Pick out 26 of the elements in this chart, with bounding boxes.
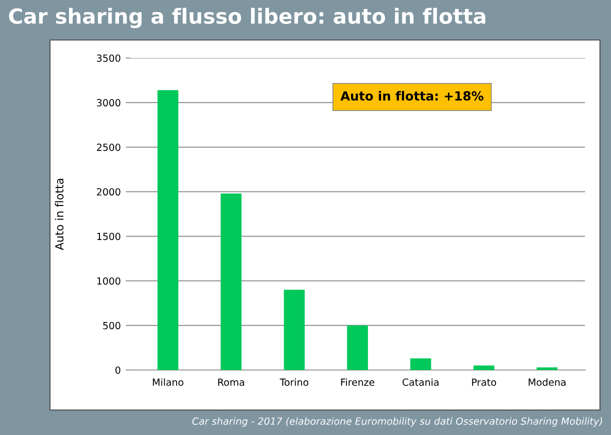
bar: [473, 366, 494, 370]
x-tick-label: Roma: [218, 378, 244, 386]
y-tick-label: 2000: [96, 188, 120, 196]
y-tick-label: 2500: [96, 144, 120, 151]
x-tick-label: Catania: [402, 378, 438, 386]
y-tick-label: 3500: [96, 54, 120, 62]
chart-title: Car sharing a flusso libero: auto in flotta: [9, 8, 486, 28]
text: Car sharing - 2017 (elaborazione Euromobility su dati Osservatorio Sharing Mobility): [192, 417, 602, 427]
y-tick-label: 1500: [97, 232, 120, 240]
x-tick-label: Torino: [280, 378, 308, 386]
bar: [284, 290, 305, 370]
y-tick-label: 500: [103, 322, 120, 330]
bar: [347, 325, 368, 370]
y-tick-label: 3000: [96, 99, 120, 106]
bar: [157, 90, 178, 370]
bar: [410, 358, 432, 370]
y-tick-label: 1000: [97, 277, 120, 285]
bar: [220, 193, 242, 370]
x-tick-label: Milano: [152, 378, 184, 386]
bar: [536, 367, 558, 370]
x-tick-label: Firenze: [341, 378, 374, 386]
y-tick-label: 0: [115, 366, 120, 374]
x-tick-label: Prato: [472, 378, 496, 386]
x-tick-label: Modena: [528, 378, 566, 386]
annotation: Auto in flotta: +18%: [340, 90, 484, 101]
y-axis-title: Auto in flotta: [54, 178, 64, 250]
